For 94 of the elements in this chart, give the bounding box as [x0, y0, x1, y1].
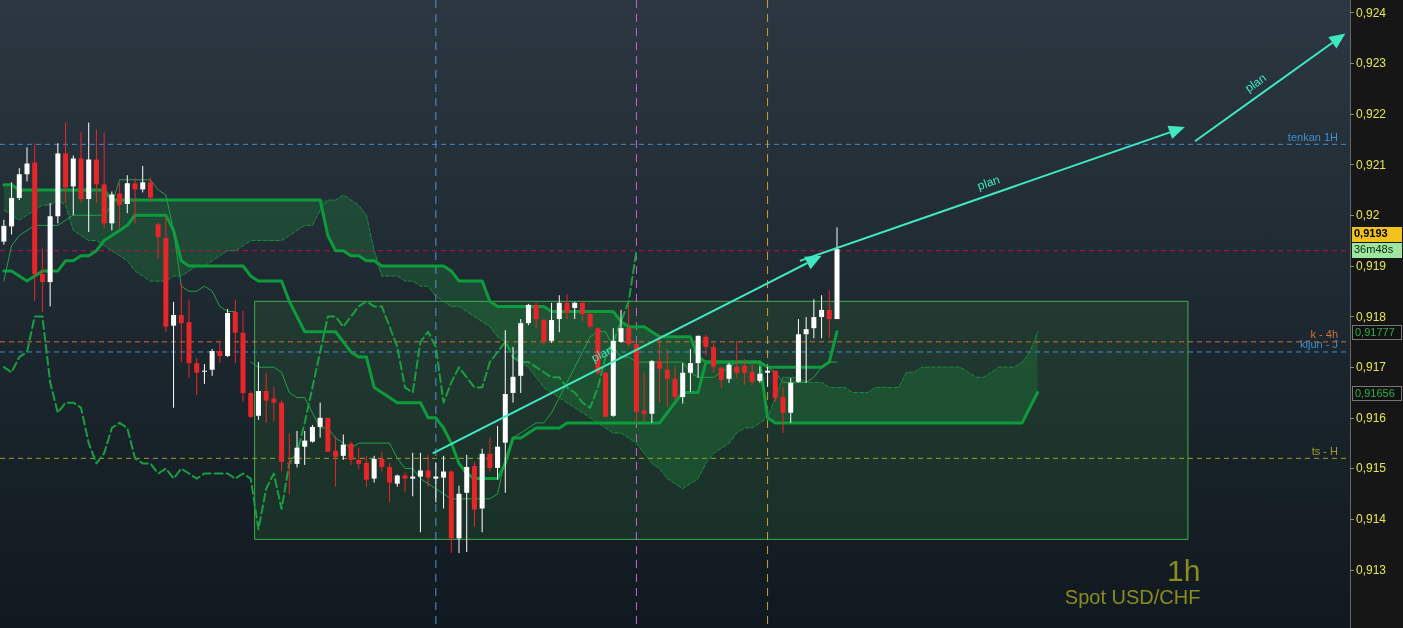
candlestick: [811, 298, 817, 339]
candlestick: [294, 430, 300, 468]
annotation: plan: [1242, 70, 1269, 96]
candlestick: [132, 177, 138, 224]
candlestick: [672, 366, 678, 402]
y-tick-label: 0,917: [1356, 360, 1387, 375]
candlestick: [402, 472, 408, 493]
ref-line-label: 0,9193: [1352, 226, 1402, 242]
candlestick: [718, 366, 724, 389]
candlestick: [711, 342, 717, 374]
ref-line-label: tenkan 1H: [1287, 130, 1339, 143]
candlestick: [387, 462, 393, 503]
text: 0,91777: [1352, 324, 1402, 340]
candlestick: [248, 390, 254, 419]
candlestick: [317, 402, 323, 439]
candlestick: [147, 176, 153, 203]
candlestick: [726, 362, 732, 384]
candlestick: [124, 174, 130, 214]
candlestick: [178, 282, 184, 363]
y-tick-label: 0,924: [1356, 5, 1387, 20]
candlestick: [263, 372, 269, 424]
text: Spot USD/CHF: [1064, 586, 1201, 608]
candlestick: [525, 303, 531, 326]
candlestick: [734, 340, 740, 379]
candlestick: [803, 316, 809, 384]
text: 0,91656: [1352, 385, 1402, 401]
candlestick: [333, 436, 339, 488]
candlestick: [379, 451, 385, 473]
candlestick: [340, 434, 346, 461]
candlestick: [171, 301, 177, 409]
candlestick: [749, 362, 755, 386]
candlestick: [363, 455, 369, 488]
candlestick: [556, 294, 562, 333]
candlestick: [564, 293, 570, 320]
candlestick: [641, 372, 647, 423]
y-tick-label: 0,919: [1356, 258, 1387, 273]
candlestick: [271, 386, 277, 422]
ref-line-label: ts - H: [1311, 444, 1339, 457]
y-tick-label: 0,916: [1356, 410, 1387, 425]
candlestick: [302, 430, 308, 466]
y-tick-label: 0,915: [1356, 461, 1387, 476]
y-tick-label: 0,914: [1356, 512, 1387, 527]
y-tick-label: 0,922: [1356, 106, 1387, 121]
candlestick: [417, 452, 423, 533]
candlestick: [819, 294, 825, 339]
candlestick: [425, 454, 431, 488]
candlestick: [209, 348, 215, 377]
candlestick: [618, 309, 624, 344]
y-tick-label: 0,921: [1356, 157, 1387, 172]
annotation: plan: [975, 172, 1002, 193]
annotation: plan: [589, 342, 616, 366]
text: 1h: [1167, 553, 1201, 587]
candlestick: [16, 167, 22, 201]
candlestick: [441, 455, 447, 509]
candlestick: [549, 302, 555, 344]
candlestick: [117, 182, 123, 229]
candlestick: [217, 340, 223, 364]
ref-line-label: k - 4h: [1310, 328, 1338, 341]
candlestick: [579, 300, 585, 322]
candlestick: [24, 146, 30, 182]
candlestick: [433, 462, 439, 503]
candlestick: [626, 304, 632, 348]
candlestick: [194, 357, 200, 396]
candlestick: [286, 433, 292, 495]
candlestick: [495, 425, 501, 481]
candlestick: [155, 221, 161, 259]
candlestick: [687, 348, 693, 393]
candlestick: [510, 346, 516, 404]
candlestick: [232, 299, 238, 364]
candlestick: [757, 366, 763, 384]
candlestick: [39, 247, 45, 313]
candlestick: [664, 348, 670, 408]
candlestick: [356, 447, 362, 470]
y-tick-label: 0,923: [1356, 56, 1387, 71]
candlestick: [533, 302, 539, 329]
candlestick: [741, 358, 747, 386]
y-tick-label: 0,913: [1356, 562, 1387, 577]
candlestick: [826, 289, 832, 339]
candlestick: [348, 441, 354, 466]
ref-line-label: kijun - J: [1300, 338, 1338, 351]
candlestick: [541, 317, 547, 346]
candlestick: [1, 219, 7, 246]
candlestick: [371, 455, 377, 484]
candlestick: [657, 334, 663, 404]
candlestick: [780, 386, 786, 434]
candlestick: [487, 437, 493, 473]
candlestick: [765, 366, 771, 388]
y-tick-label: 0,92: [1356, 208, 1380, 223]
candlestick: [410, 452, 416, 497]
y-tick-label: 0,918: [1356, 309, 1387, 324]
candlestick: [140, 165, 146, 193]
candlestick: [201, 363, 207, 385]
text: 36m48s: [1352, 242, 1402, 258]
candlestick: [703, 334, 709, 357]
